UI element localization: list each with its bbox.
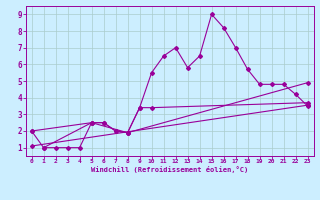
X-axis label: Windchill (Refroidissement éolien,°C): Windchill (Refroidissement éolien,°C) (91, 166, 248, 173)
